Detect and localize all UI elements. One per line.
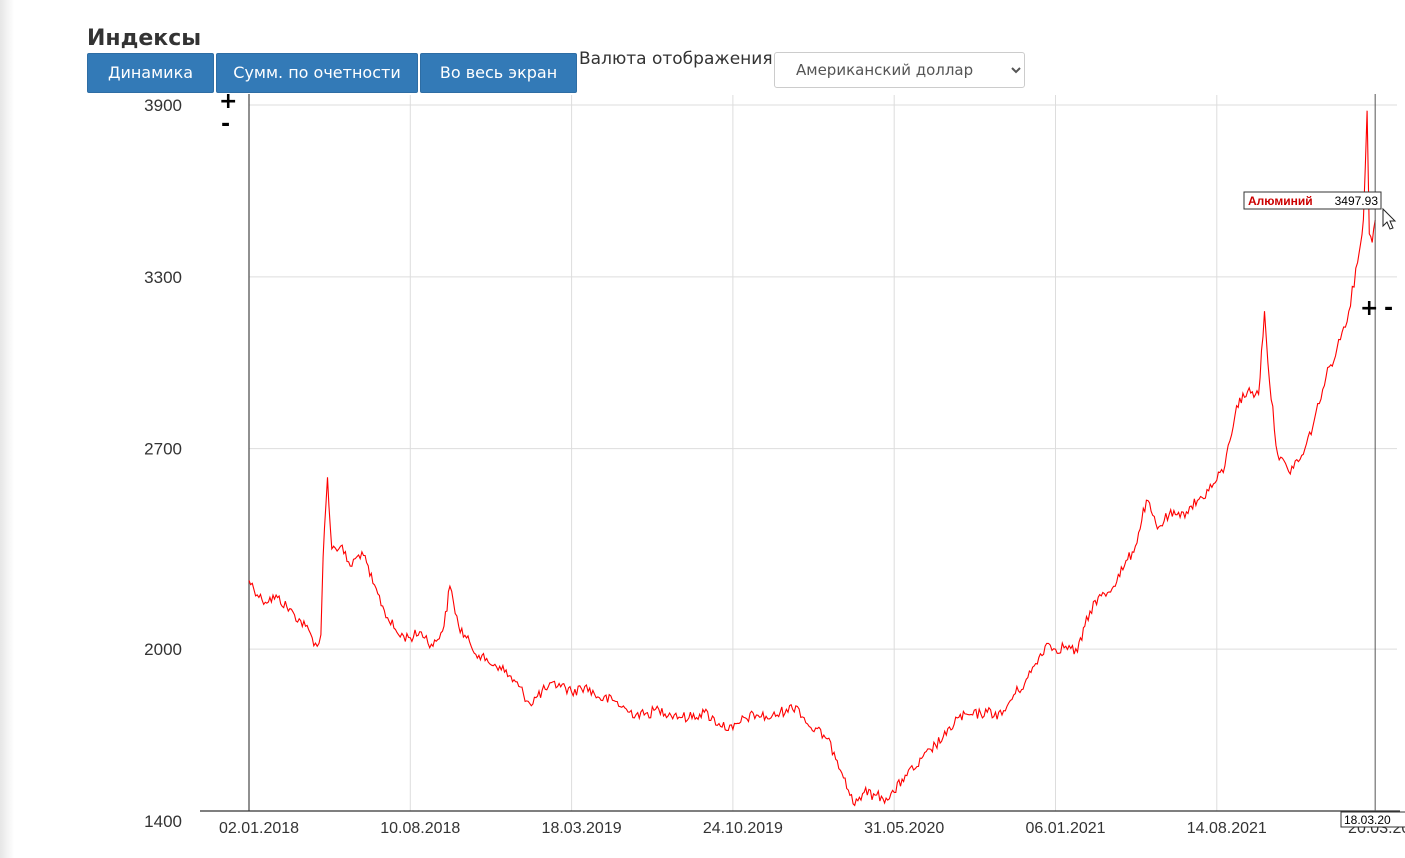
series-layer [248,110,1376,807]
y-tick-label: 2700 [144,440,182,459]
x-tick-label: 10.08.2018 [380,820,460,837]
cumulative-button[interactable]: Сумм. по очетности [216,53,418,93]
y-axis-ticks: 1400 2000 2700 3300 3900 [144,96,182,831]
tooltip-value: 3497.93 [1335,194,1379,208]
x-tick-label: 18.03.2019 [542,820,622,837]
page-title: Индексы [87,26,202,51]
chart-axes [200,94,1400,812]
fullscreen-button[interactable]: Во весь экран [420,53,577,93]
window-edge-shade [0,0,14,858]
x-tick-label: 14.08.2021 [1187,820,1267,837]
value-tooltip: Алюминий 3497.93 [1243,191,1382,210]
date-flag-text: 18.03.20 [1344,813,1391,827]
x-zoom-in-icon[interactable]: + [1360,296,1379,321]
dynamics-button[interactable]: Динамика [87,53,214,93]
tooltip-box [1243,191,1382,210]
y-tick-label: 3900 [144,96,182,115]
x-axis-ticks: 02.01.2018 10.08.2018 18.03.2019 24.10.2019… [219,820,1405,837]
date-flag-box [1340,811,1405,828]
x-tick-label: 31.05.2020 [864,820,944,837]
series-line-aluminium[interactable] [248,110,1376,807]
y-tick-label: 3300 [144,268,182,287]
currency-label: Валюта отображения [579,49,773,69]
y-zoom-out-icon[interactable]: - [221,112,231,137]
x-tick-label: 02.01.2018 [219,820,299,837]
chart-grid [249,95,1397,811]
date-flag: 18.03.20 [1340,811,1405,828]
x-tick-label: 24.10.2019 [703,820,783,837]
y-tick-label: 2000 [144,640,182,659]
tooltip-series-name: Алюминий [1248,194,1313,208]
mouse-cursor-icon [1382,207,1397,230]
x-tick-label: 06.01.2021 [1025,820,1105,837]
x-zoom-out-icon[interactable]: - [1384,296,1394,321]
y-zoom-in-icon[interactable]: + [219,89,238,114]
cursor-arrow [1382,207,1397,230]
currency-select[interactable]: Американский доллар [774,52,1025,88]
y-tick-label: 1400 [144,812,182,831]
